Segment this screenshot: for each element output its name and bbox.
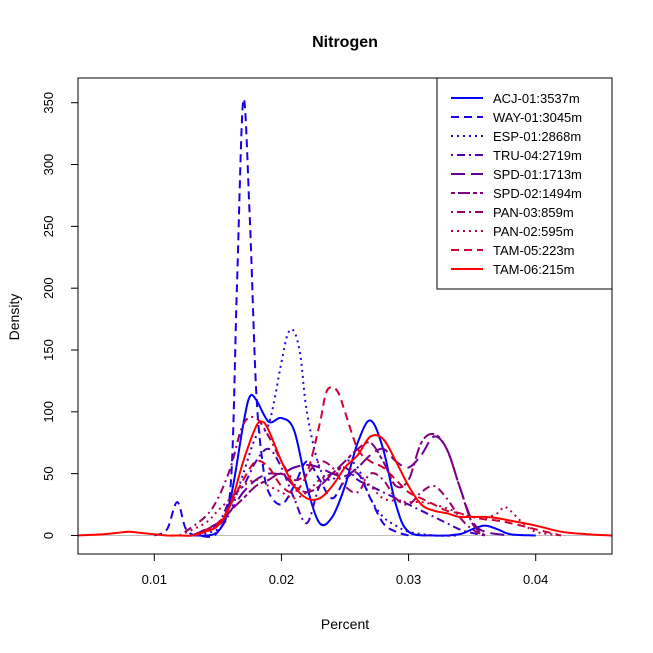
x-tick-label: 0.02	[269, 572, 294, 587]
legend-label: PAN-02:595m	[493, 224, 574, 239]
legend-label: TAM-06:215m	[493, 262, 574, 277]
series-line-2	[153, 98, 409, 538]
x-tick-label: 0.01	[142, 572, 167, 587]
series-line-5	[191, 435, 511, 537]
legend-label: SPD-01:1713m	[493, 167, 582, 182]
series-line-3	[192, 328, 460, 537]
series-line-6	[192, 432, 486, 537]
legend-label: WAY-01:3045m	[493, 110, 582, 125]
series-line-9	[191, 386, 562, 537]
y-tick-label: 250	[41, 216, 56, 238]
legend-box	[436, 77, 613, 290]
x-tick-label: 0.04	[523, 572, 548, 587]
y-tick-label: 150	[41, 339, 56, 361]
x-tick-label: 0.03	[396, 572, 421, 587]
y-tick-label: 0	[41, 532, 56, 539]
y-tick-label: 50	[41, 466, 56, 480]
x-axis: 0.01 0.02 0.03 0.04	[142, 553, 548, 587]
y-axis-label: Density	[6, 294, 22, 341]
y-tick-label: 350	[41, 92, 56, 114]
legend-label: TRU-04:2719m	[493, 148, 582, 163]
y-axis: 0 50 100 150 200 250 300 350	[41, 92, 79, 539]
y-tick-label: 300	[41, 154, 56, 176]
legend-label: PAN-03:859m	[493, 205, 574, 220]
series-line-1	[192, 393, 536, 537]
y-tick-label: 100	[41, 401, 56, 423]
legend-label: ESP-01:2868m	[493, 129, 581, 144]
legend-label: TAM-05:223m	[493, 243, 574, 258]
series-line-8	[179, 466, 562, 537]
legend-label: ACJ-01:3537m	[493, 91, 580, 106]
x-axis-label: Percent	[321, 616, 369, 632]
legend: ACJ-01:3537m WAY-01:3045m ESP-01:2868m TRU-…	[436, 77, 613, 290]
series-line-10	[77, 420, 613, 537]
y-tick-label: 200	[41, 277, 56, 299]
chart-title: Nitrogen	[312, 34, 378, 51]
legend-label: SPD-02:1494m	[493, 186, 582, 201]
series-layer	[77, 98, 613, 538]
